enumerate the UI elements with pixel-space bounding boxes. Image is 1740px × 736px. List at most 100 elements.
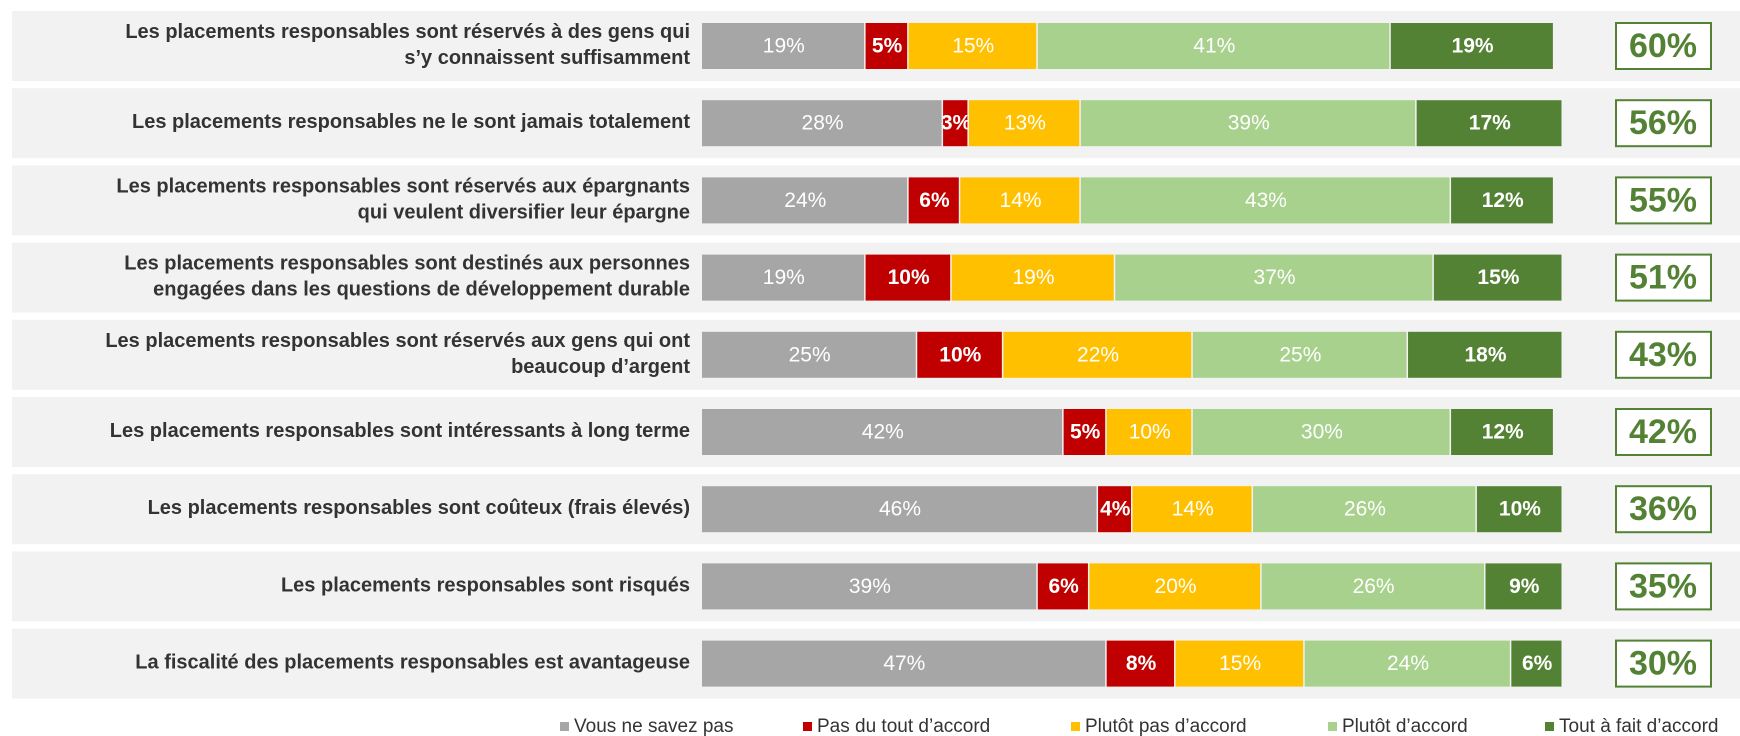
bar-segment <box>1080 100 1416 147</box>
total-box <box>1615 408 1712 456</box>
value-label: 39% <box>1228 112 1270 135</box>
bar-segment <box>1106 409 1192 455</box>
value-label: 19% <box>1012 266 1054 289</box>
bar-segment <box>1511 640 1562 687</box>
value-label: 6% <box>1048 575 1079 598</box>
bar-segment <box>1304 640 1510 687</box>
value-label: 10% <box>939 343 981 366</box>
value-label: 12% <box>1482 189 1524 212</box>
value-label: 17% <box>1469 112 1511 135</box>
bar-segment <box>1063 409 1106 455</box>
category-line: s’y connaissent suffisamment <box>404 47 690 69</box>
bar-segment <box>908 23 1037 69</box>
legend-swatch <box>1545 722 1554 731</box>
value-label: 15% <box>952 35 994 58</box>
category-label: Les placements responsables ne le sont j… <box>132 111 690 133</box>
value-label: 15% <box>1477 266 1519 289</box>
legend-label: Plutôt pas d’accord <box>1085 716 1247 736</box>
bar-segment <box>1390 23 1553 69</box>
value-label: 22% <box>1077 343 1119 366</box>
value-label: 30% <box>1301 421 1343 444</box>
bar-segment <box>1037 563 1088 610</box>
total-box <box>1615 639 1712 688</box>
bar-segment <box>702 640 1106 687</box>
category-line: Les placements responsables ne le sont j… <box>132 111 690 133</box>
value-label: 26% <box>1353 575 1395 598</box>
value-label: 4% <box>1100 498 1131 521</box>
bar-segment <box>1433 254 1562 301</box>
total-box <box>1615 485 1712 534</box>
value-label: 8% <box>1126 652 1157 675</box>
bar-segment <box>702 563 1037 610</box>
total-box <box>1615 99 1712 148</box>
bar-segment <box>702 409 1063 455</box>
value-label: 10% <box>888 266 930 289</box>
value-label: 14% <box>1000 189 1042 212</box>
value-label: 24% <box>1387 652 1429 675</box>
legend-label: Plutôt d’accord <box>1342 716 1468 736</box>
total-label: 51% <box>1629 259 1697 297</box>
category-label: Les placements responsables sont intéres… <box>110 420 690 442</box>
bar-segment <box>702 177 908 224</box>
value-label: 14% <box>1172 498 1214 521</box>
value-label: 5% <box>1070 421 1101 444</box>
bar-segment <box>702 100 942 147</box>
value-label: 25% <box>789 343 831 366</box>
value-label: 24% <box>784 189 826 212</box>
bar-segment <box>1192 409 1450 455</box>
category-line: Les placements responsables sont risqués <box>281 575 690 597</box>
bar-segment <box>865 254 951 301</box>
value-label: 10% <box>1129 421 1171 444</box>
legend-swatch <box>560 722 569 731</box>
total-label: 30% <box>1629 645 1697 683</box>
value-label: 12% <box>1482 421 1524 444</box>
category-label: La fiscalité des placements responsables… <box>135 652 690 674</box>
bar-segment <box>1451 177 1553 224</box>
category-line: qui veulent diversifier leur épargne <box>358 202 690 224</box>
value-label: 19% <box>763 35 805 58</box>
legend-swatch <box>1328 722 1337 731</box>
bar-segment <box>917 331 1002 378</box>
bar-segment <box>1261 563 1485 610</box>
value-label: 20% <box>1155 575 1197 598</box>
bar-segment <box>1098 486 1131 533</box>
value-label: 25% <box>1279 343 1321 366</box>
value-label: 28% <box>802 112 844 135</box>
category-label: Les placements responsables sont réservé… <box>116 176 690 224</box>
bar-segment <box>865 23 908 69</box>
bar-segment <box>702 486 1097 533</box>
category-line: Les placements responsables sont intéres… <box>110 420 690 442</box>
value-label: 41% <box>1193 35 1235 58</box>
total-label: 35% <box>1629 567 1697 605</box>
category-label: Les placements responsables sont coûteux… <box>148 497 690 519</box>
bar-segment <box>1175 640 1304 687</box>
bar-segment <box>908 177 959 224</box>
bar-segment <box>702 331 916 378</box>
bar-segment <box>943 100 968 147</box>
bar-segment <box>1476 486 1562 533</box>
total-box <box>1615 253 1712 302</box>
category-line: beaucoup d’argent <box>511 356 690 378</box>
value-label: 13% <box>1004 112 1046 135</box>
value-label: 43% <box>1245 189 1287 212</box>
legend-swatch <box>803 722 812 731</box>
value-label: 39% <box>849 575 891 598</box>
bar-segment <box>1080 177 1450 224</box>
total-label: 36% <box>1629 490 1697 528</box>
category-line: Les placements responsables sont réservé… <box>125 21 690 43</box>
total-box <box>1615 562 1712 611</box>
bar-segment <box>968 100 1080 147</box>
value-label: 37% <box>1254 266 1296 289</box>
total-label: 60% <box>1629 27 1697 65</box>
category-label: Les placements responsables sont risqués <box>281 575 690 597</box>
value-label: 19% <box>1452 35 1494 58</box>
bar-segment <box>1037 23 1390 69</box>
category-line: La fiscalité des placements responsables… <box>135 652 690 674</box>
value-label: 46% <box>879 498 921 521</box>
value-label: 15% <box>1219 652 1261 675</box>
bar-segment <box>1132 486 1252 533</box>
bar-segment <box>1106 640 1175 687</box>
category-label: Les placements responsables sont destiné… <box>124 253 690 301</box>
bar-segment <box>1416 100 1562 147</box>
